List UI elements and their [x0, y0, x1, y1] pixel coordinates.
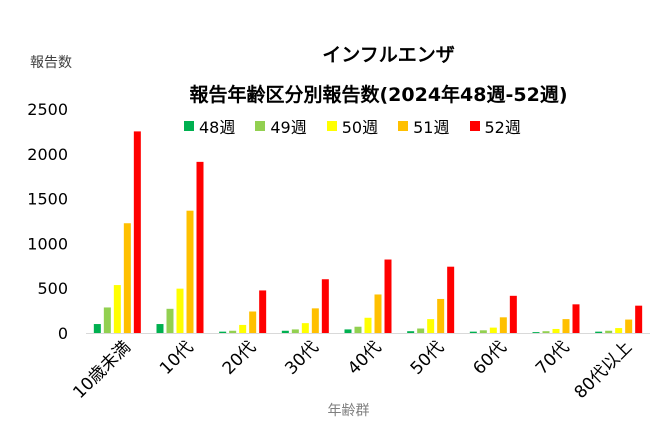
- bar: [123, 223, 131, 333]
- bar: [166, 308, 174, 333]
- x-tick-label: 10歳未満: [69, 337, 135, 403]
- bar: [625, 319, 633, 333]
- chart-subtitle: 報告年齢区分別報告数(2024年48週-52週): [189, 84, 568, 106]
- bar: [552, 328, 560, 333]
- bar: [572, 304, 580, 333]
- y-tick-label: 2000: [27, 145, 68, 164]
- x-tick-label: 40代: [344, 337, 385, 378]
- bar: [311, 308, 319, 333]
- bar: [417, 328, 425, 333]
- bar: [595, 331, 603, 333]
- legend-label: 52週: [484, 118, 521, 137]
- bar: [479, 330, 487, 333]
- legend-item: 51週: [398, 114, 450, 138]
- x-tick-label: 60代: [469, 337, 510, 378]
- x-tick-label: 10代: [156, 337, 197, 378]
- bar: [407, 331, 415, 333]
- legend-item: 50週: [326, 114, 379, 138]
- bar: [532, 332, 540, 333]
- bar: [499, 317, 507, 333]
- bar: [156, 324, 164, 333]
- legend-label: 50週: [341, 118, 379, 137]
- bar: [239, 324, 247, 333]
- y-tick-label: 1000: [27, 234, 68, 253]
- y-tick-label: 1500: [27, 190, 68, 209]
- legend-label: 49週: [270, 118, 307, 137]
- bar: [301, 323, 309, 333]
- bar: [384, 259, 392, 333]
- bar: [113, 285, 121, 333]
- bar: [542, 331, 550, 333]
- bar: [635, 305, 643, 333]
- bar: [321, 279, 329, 333]
- legend-swatch: [255, 121, 266, 131]
- x-tick-label: 70代: [532, 337, 573, 378]
- x-tick-label: 30代: [281, 337, 322, 378]
- bar: [176, 288, 184, 333]
- bar: [447, 266, 455, 333]
- legend-swatch: [326, 121, 337, 131]
- bar: [354, 326, 362, 333]
- y-axis-label: 報告数: [30, 55, 72, 71]
- bar: [196, 161, 204, 333]
- legend-label: 48週: [199, 118, 236, 137]
- bar: [259, 290, 267, 333]
- bar: [93, 324, 101, 333]
- bar: [219, 331, 227, 333]
- bar: [249, 311, 257, 333]
- y-tick-label: 0: [58, 324, 68, 343]
- legend-swatch: [184, 121, 194, 131]
- bar: [509, 295, 517, 333]
- legend: 48週 49週 50週 51週 52週: [184, 114, 521, 138]
- bar: [615, 328, 623, 333]
- legend-swatch: [469, 121, 480, 131]
- legend-item: 49週: [255, 114, 307, 138]
- bar: [291, 329, 299, 333]
- bar: [133, 131, 141, 333]
- x-axis-label: 年齢群: [327, 403, 370, 419]
- bar: [374, 294, 382, 333]
- legend-item: 48週: [184, 114, 235, 138]
- bar: [469, 331, 477, 333]
- legend-swatch: [398, 121, 409, 131]
- x-tick-label: 20代: [219, 337, 260, 378]
- bar: [281, 330, 289, 333]
- bar: [229, 330, 237, 333]
- bar: [427, 319, 435, 333]
- bar: [186, 210, 194, 333]
- x-tick-label: 50代: [407, 337, 448, 378]
- chart-title: インフルエンザ: [322, 44, 455, 66]
- bar: [344, 329, 352, 333]
- legend-label: 51週: [413, 118, 450, 137]
- bar: [605, 330, 613, 333]
- bar: [562, 319, 570, 333]
- bar: [103, 307, 111, 333]
- y-tick-label: 2500: [27, 100, 68, 119]
- bar: [489, 327, 497, 333]
- legend-item: 52週: [469, 114, 521, 138]
- x-tick-label: 80代以上: [571, 337, 637, 403]
- y-tick-label: 500: [37, 279, 68, 298]
- bar: [437, 298, 445, 333]
- bar: [364, 317, 372, 333]
